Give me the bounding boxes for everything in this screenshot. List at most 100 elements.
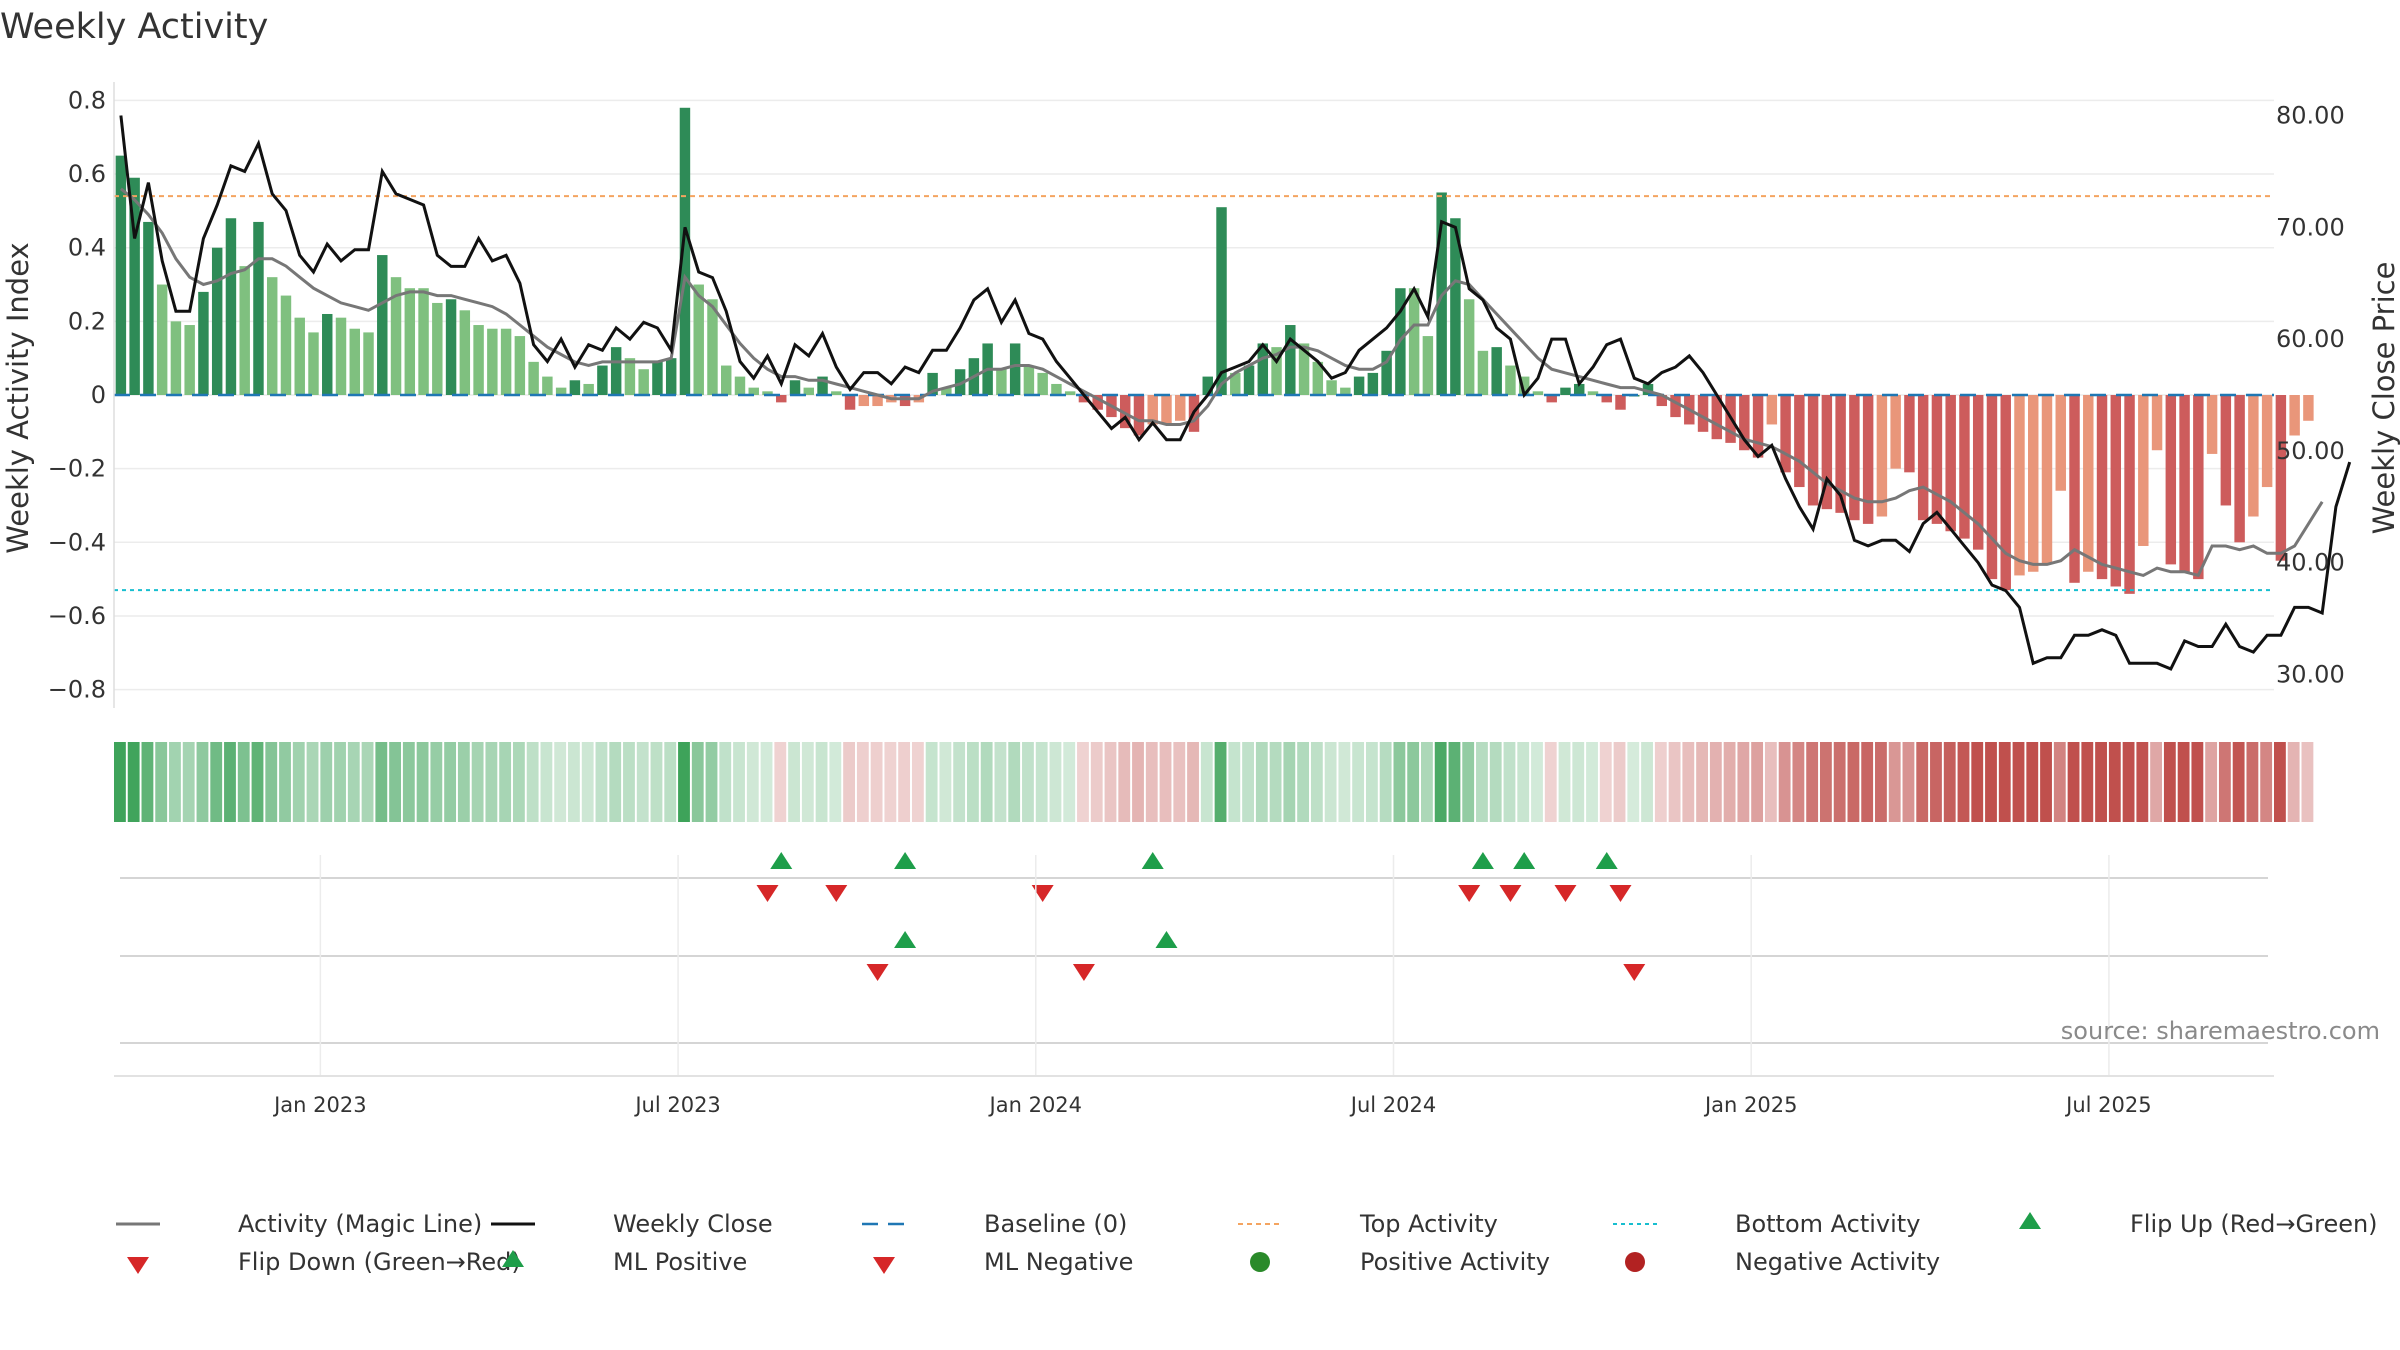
heat-strip-cell xyxy=(1077,742,1089,822)
heat-strip-cell xyxy=(678,742,690,822)
ml-positive-marker xyxy=(1155,931,1178,948)
activity-bar xyxy=(2303,395,2314,421)
legend-label: Top Activity xyxy=(1359,1210,1498,1238)
heat-strip-cell xyxy=(1709,742,1722,822)
activity-bar xyxy=(1408,288,1420,395)
heat-strip-cell xyxy=(664,742,677,822)
activity-bar xyxy=(280,295,292,395)
activity-bar xyxy=(624,358,636,395)
weekly-close-line xyxy=(119,115,2352,671)
heat-strip-cell xyxy=(939,742,952,822)
activity-bar xyxy=(927,372,938,395)
activity-bar xyxy=(1450,218,1461,395)
activity-bar xyxy=(707,299,718,395)
activity-bar xyxy=(1285,325,1296,395)
legend-swatch xyxy=(502,1250,524,1267)
heat-strip-cell xyxy=(127,742,140,822)
heat-strip-cell xyxy=(1214,742,1227,822)
activity-bar xyxy=(803,387,815,395)
heat-strip-cell xyxy=(691,742,704,822)
activity-bar xyxy=(1560,387,1571,395)
activity-bar xyxy=(1271,347,1282,395)
activity-bar xyxy=(1505,365,1516,395)
heat-strip-cell xyxy=(1792,742,1805,822)
y-tick-label: 0.2 xyxy=(68,307,106,335)
y-tick-label: −0.2 xyxy=(48,455,106,483)
flip-down-marker xyxy=(1031,885,1054,902)
y2-tick-label: 80.00 xyxy=(2276,102,2345,130)
heat-strip-cell xyxy=(2026,742,2039,822)
heat-strip-cell xyxy=(2246,742,2259,822)
activity-bar xyxy=(1326,380,1337,395)
activity-bar xyxy=(2014,395,2025,576)
heat-strip-cell xyxy=(2191,742,2204,822)
activity-bar xyxy=(198,291,209,395)
activity-bar xyxy=(1656,395,1667,407)
activity-bar xyxy=(1766,395,1778,425)
heat-strip-cell xyxy=(609,742,622,822)
activity-bar xyxy=(954,369,966,395)
activity-bar xyxy=(1752,395,1764,458)
activity-bar xyxy=(1532,391,1544,395)
heat-strip-cell xyxy=(1049,742,1062,822)
heat-strip-cell xyxy=(1627,742,1640,822)
activity-bar xyxy=(1230,372,1241,395)
heat-strip-cell xyxy=(1751,742,1764,822)
activity-bar xyxy=(831,391,842,395)
heat-strip-cell xyxy=(2095,742,2107,822)
heat-strip-cell xyxy=(1379,742,1392,822)
heat-strip-cell xyxy=(2163,742,2176,822)
heat-strip-cell xyxy=(1764,742,1777,822)
heat-strip-cell xyxy=(595,742,608,822)
legend-item-posdot: Positive Activity xyxy=(1250,1248,1550,1276)
flip-up-marker xyxy=(1141,852,1164,869)
ml-negative-marker xyxy=(866,964,889,981)
heat-strip-cell xyxy=(2053,742,2066,822)
activity-bar xyxy=(1367,372,1379,395)
heat-strip-cell xyxy=(843,742,856,822)
legend-item-close: Weekly Close xyxy=(491,1210,773,1238)
activity-bar xyxy=(844,395,856,410)
activity-bar xyxy=(2138,395,2149,546)
legend-label: Negative Activity xyxy=(1735,1248,1940,1276)
activity-bar xyxy=(294,317,305,395)
activity-bar xyxy=(1835,395,1846,513)
heat-strip-cell xyxy=(1269,742,1282,822)
heat-strip-cell xyxy=(141,742,154,822)
legend-label: Flip Down (Green→Red) xyxy=(238,1248,521,1276)
heat-strip-cell xyxy=(1242,742,1254,822)
heat-strip-cell xyxy=(2122,742,2135,822)
activity-bar xyxy=(129,177,140,395)
activity-bar xyxy=(2124,395,2135,594)
x-tick-label: Jan 2023 xyxy=(272,1093,367,1117)
heat-strip-cell xyxy=(1255,742,1268,822)
heat-strip-cell xyxy=(512,742,525,822)
legend-item-magic: Activity (Magic Line) xyxy=(116,1210,482,1238)
activity-bar xyxy=(308,332,319,395)
activity-bar xyxy=(2206,395,2218,454)
heat-strip-cell xyxy=(636,742,649,822)
activity-bar xyxy=(941,387,952,395)
x-tick-label: Jan 2024 xyxy=(988,1093,1083,1117)
activity-bar xyxy=(1422,336,1434,395)
flip-down-marker xyxy=(1499,885,1522,902)
reference-lines xyxy=(114,195,2274,592)
heat-strip-cell xyxy=(774,742,787,822)
activity-bar xyxy=(1092,395,1103,410)
heat-strip-cell xyxy=(1916,742,1929,822)
heat-strip-cell xyxy=(237,742,250,822)
heat-strip-cell xyxy=(953,742,966,822)
heat-strip-cell xyxy=(485,742,498,822)
heat-strip-cell xyxy=(1090,742,1103,822)
heat-strip-cell xyxy=(1462,742,1475,822)
heat-strip-cell xyxy=(2081,742,2094,822)
activity-bar xyxy=(2151,395,2163,451)
heat-strip-cell xyxy=(1668,742,1681,822)
activity-bar xyxy=(514,336,526,395)
legend-swatch xyxy=(1250,1252,1270,1272)
heat-strip-cell xyxy=(444,742,457,822)
heat-strip-cell xyxy=(196,742,209,822)
activity-bar xyxy=(459,310,471,395)
heat-strip-cell xyxy=(224,742,236,822)
heat-strip-cell xyxy=(568,742,580,822)
